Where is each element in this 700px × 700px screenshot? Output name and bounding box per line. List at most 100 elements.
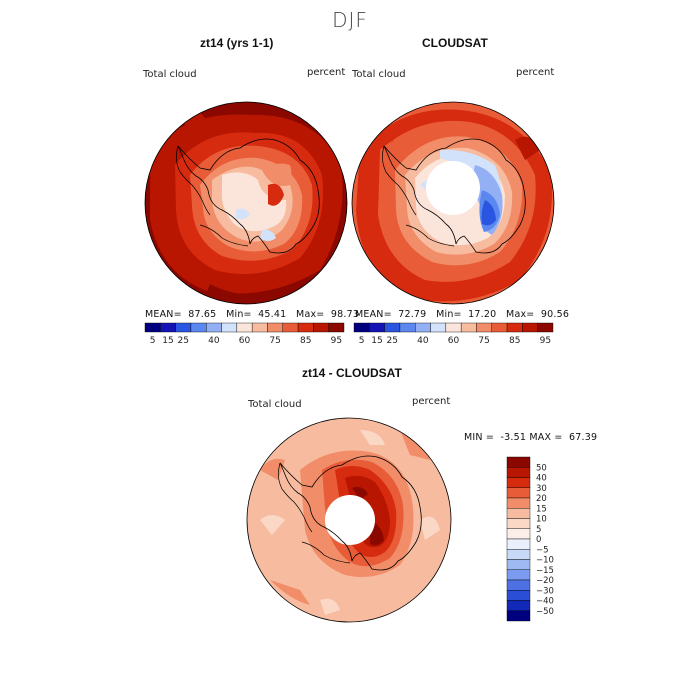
max-value: 67.39 (569, 432, 598, 443)
colorbar-cloudsat-tick-label: 5 (359, 336, 365, 346)
colorbar-cloudsat-swatch (522, 322, 538, 333)
stats-difference: MIN = -3.51 MAX = 67.39 (464, 432, 597, 443)
colorbar-cloudsat-tick-label: 25 (387, 336, 398, 346)
min-value: 17.20 (468, 309, 497, 320)
colorbar-zt14-swatch (267, 322, 283, 333)
colorbar-cloudsat-tick-label: 40 (417, 336, 429, 346)
colorbar-difference-tick-label: 50 (536, 463, 547, 473)
variable-label-difference: Total cloud (248, 399, 302, 410)
colorbar-difference-swatch (506, 569, 531, 581)
colorbar-cloudsat: 5 15 25 40 60 75 85 95 (353, 322, 554, 346)
colorbar-difference-tick-label: −20 (536, 576, 554, 586)
colorbar-cloudsat-swatch (537, 322, 554, 333)
colorbar-cloudsat-swatch (353, 322, 370, 333)
colorbar-zt14-tick-label: 60 (239, 336, 251, 346)
panel-title-difference: zt14 - CLOUDSAT (302, 366, 402, 380)
colorbar-difference-swatch (506, 477, 531, 488)
colorbar-difference-swatch (506, 610, 531, 622)
colorbar-difference-tick-label: −10 (536, 556, 554, 566)
colorbar-zt14-swatch (282, 322, 299, 333)
min-label: Min= (226, 309, 252, 320)
colorbar-zt14-swatch (297, 322, 314, 333)
map-difference (247, 418, 451, 622)
colorbar-difference-swatch (506, 549, 531, 560)
colorbar-cloudsat-swatch (415, 322, 431, 333)
colorbar-zt14-tick-label: 15 (162, 336, 173, 346)
colorbar-difference-swatch (506, 590, 531, 601)
colorbar-difference-swatch (506, 518, 531, 529)
colorbar-difference-swatch (506, 497, 531, 509)
colorbar-difference-swatch (506, 508, 531, 519)
colorbar-zt14-tick-label: 25 (178, 336, 189, 346)
colorbar-zt14-tick-label: 40 (208, 336, 220, 346)
min-value: 45.41 (258, 309, 287, 320)
colorbar-zt14-swatch (251, 322, 268, 333)
colorbar-cloudsat-tick-label: 15 (371, 336, 382, 346)
min-label: Min= (436, 309, 462, 320)
colorbar-zt14: 5 15 25 40 60 75 85 95 (144, 322, 345, 346)
colorbar-cloudsat-swatch (430, 322, 447, 333)
colorbar-difference-tick-label: 15 (536, 504, 547, 514)
colorbar-difference-tick-label: −15 (536, 566, 554, 576)
colorbar-cloudsat-swatch (476, 322, 492, 333)
stats-cloudsat: MEAN= 72.79 Min= 17.20 Max= 90.56 (355, 309, 569, 320)
colorbar-cloudsat-tick-label: 60 (448, 336, 460, 346)
colorbar-difference-swatch (506, 579, 531, 591)
units-label-zt14: percent (307, 67, 346, 78)
colorbar-zt14-tick-label: 85 (300, 336, 311, 346)
colorbar-difference-swatch (506, 559, 531, 570)
min-label: MIN = (464, 432, 495, 443)
colorbar-difference-swatch (506, 600, 531, 611)
colorbar-difference-tick-label: 5 (536, 525, 541, 535)
colorbar-cloudsat-swatch (491, 322, 508, 333)
colorbar-cloudsat-swatch (369, 322, 385, 333)
mean-label: MEAN= (145, 309, 182, 320)
colorbar-difference-tick-label: −50 (536, 607, 554, 617)
colorbar-zt14-swatch (313, 322, 329, 333)
colorbar-zt14-tick-label: 5 (150, 336, 156, 346)
map-cloudsat (352, 102, 554, 304)
mean-value: 72.79 (398, 309, 427, 320)
colorbar-difference-tick-label: 10 (536, 515, 547, 525)
colorbar-zt14-swatch (160, 322, 176, 333)
colorbar-difference-swatch (506, 467, 531, 478)
colorbar-difference-swatch (506, 456, 531, 468)
colorbar-difference-tick-label: 40 (536, 474, 547, 484)
stats-zt14: MEAN= 87.65 Min= 45.41 Max= 98.73 (145, 309, 359, 320)
mean-label: MEAN= (355, 309, 392, 320)
colorbar-difference-tick-label: −5 (536, 545, 549, 555)
max-label: MAX = (529, 432, 563, 443)
colorbar-cloudsat-swatch (460, 322, 477, 333)
colorbar-cloudsat-swatch (506, 322, 523, 333)
colorbar-cloudsat-swatch (384, 322, 401, 333)
colorbar-cloudsat-tick-label: 75 (478, 336, 489, 346)
colorbar-zt14-swatch (190, 322, 207, 333)
colorbar-cloudsat-tick-label: 85 (509, 336, 520, 346)
colorbar-zt14-swatch (236, 322, 253, 333)
mean-value: 87.65 (188, 309, 217, 320)
colorbar-cloudsat-swatch (445, 322, 462, 333)
colorbar-zt14-swatch (328, 322, 345, 333)
max-value: 98.73 (330, 309, 360, 320)
units-label-cloudsat: percent (516, 67, 555, 78)
panel-title-zt14: zt14 (yrs 1-1) (200, 36, 274, 50)
map-zt14 (145, 102, 347, 304)
colorbar-zt14-swatch (206, 322, 222, 333)
panel-title-cloudsat: CLOUDSAT (422, 36, 488, 50)
colorbar-difference-tick-label: −30 (536, 586, 554, 596)
colorbar-difference-tick-label: −40 (536, 597, 554, 607)
colorbar-difference-swatch (506, 538, 531, 550)
variable-label-cloudsat: Total cloud (352, 69, 406, 80)
colorbar-zt14-tick-label: 75 (269, 336, 280, 346)
main-title: DJF (332, 8, 368, 32)
colorbar-difference-swatch (506, 487, 531, 499)
colorbar-difference-tick-label: 30 (536, 484, 547, 494)
max-value: 90.56 (540, 309, 570, 320)
max-label: Max= (506, 309, 535, 320)
colorbar-cloudsat-tick-label: 95 (540, 336, 551, 346)
colorbar-cloudsat-swatch (399, 322, 416, 333)
colorbar-zt14-swatch (144, 322, 161, 333)
